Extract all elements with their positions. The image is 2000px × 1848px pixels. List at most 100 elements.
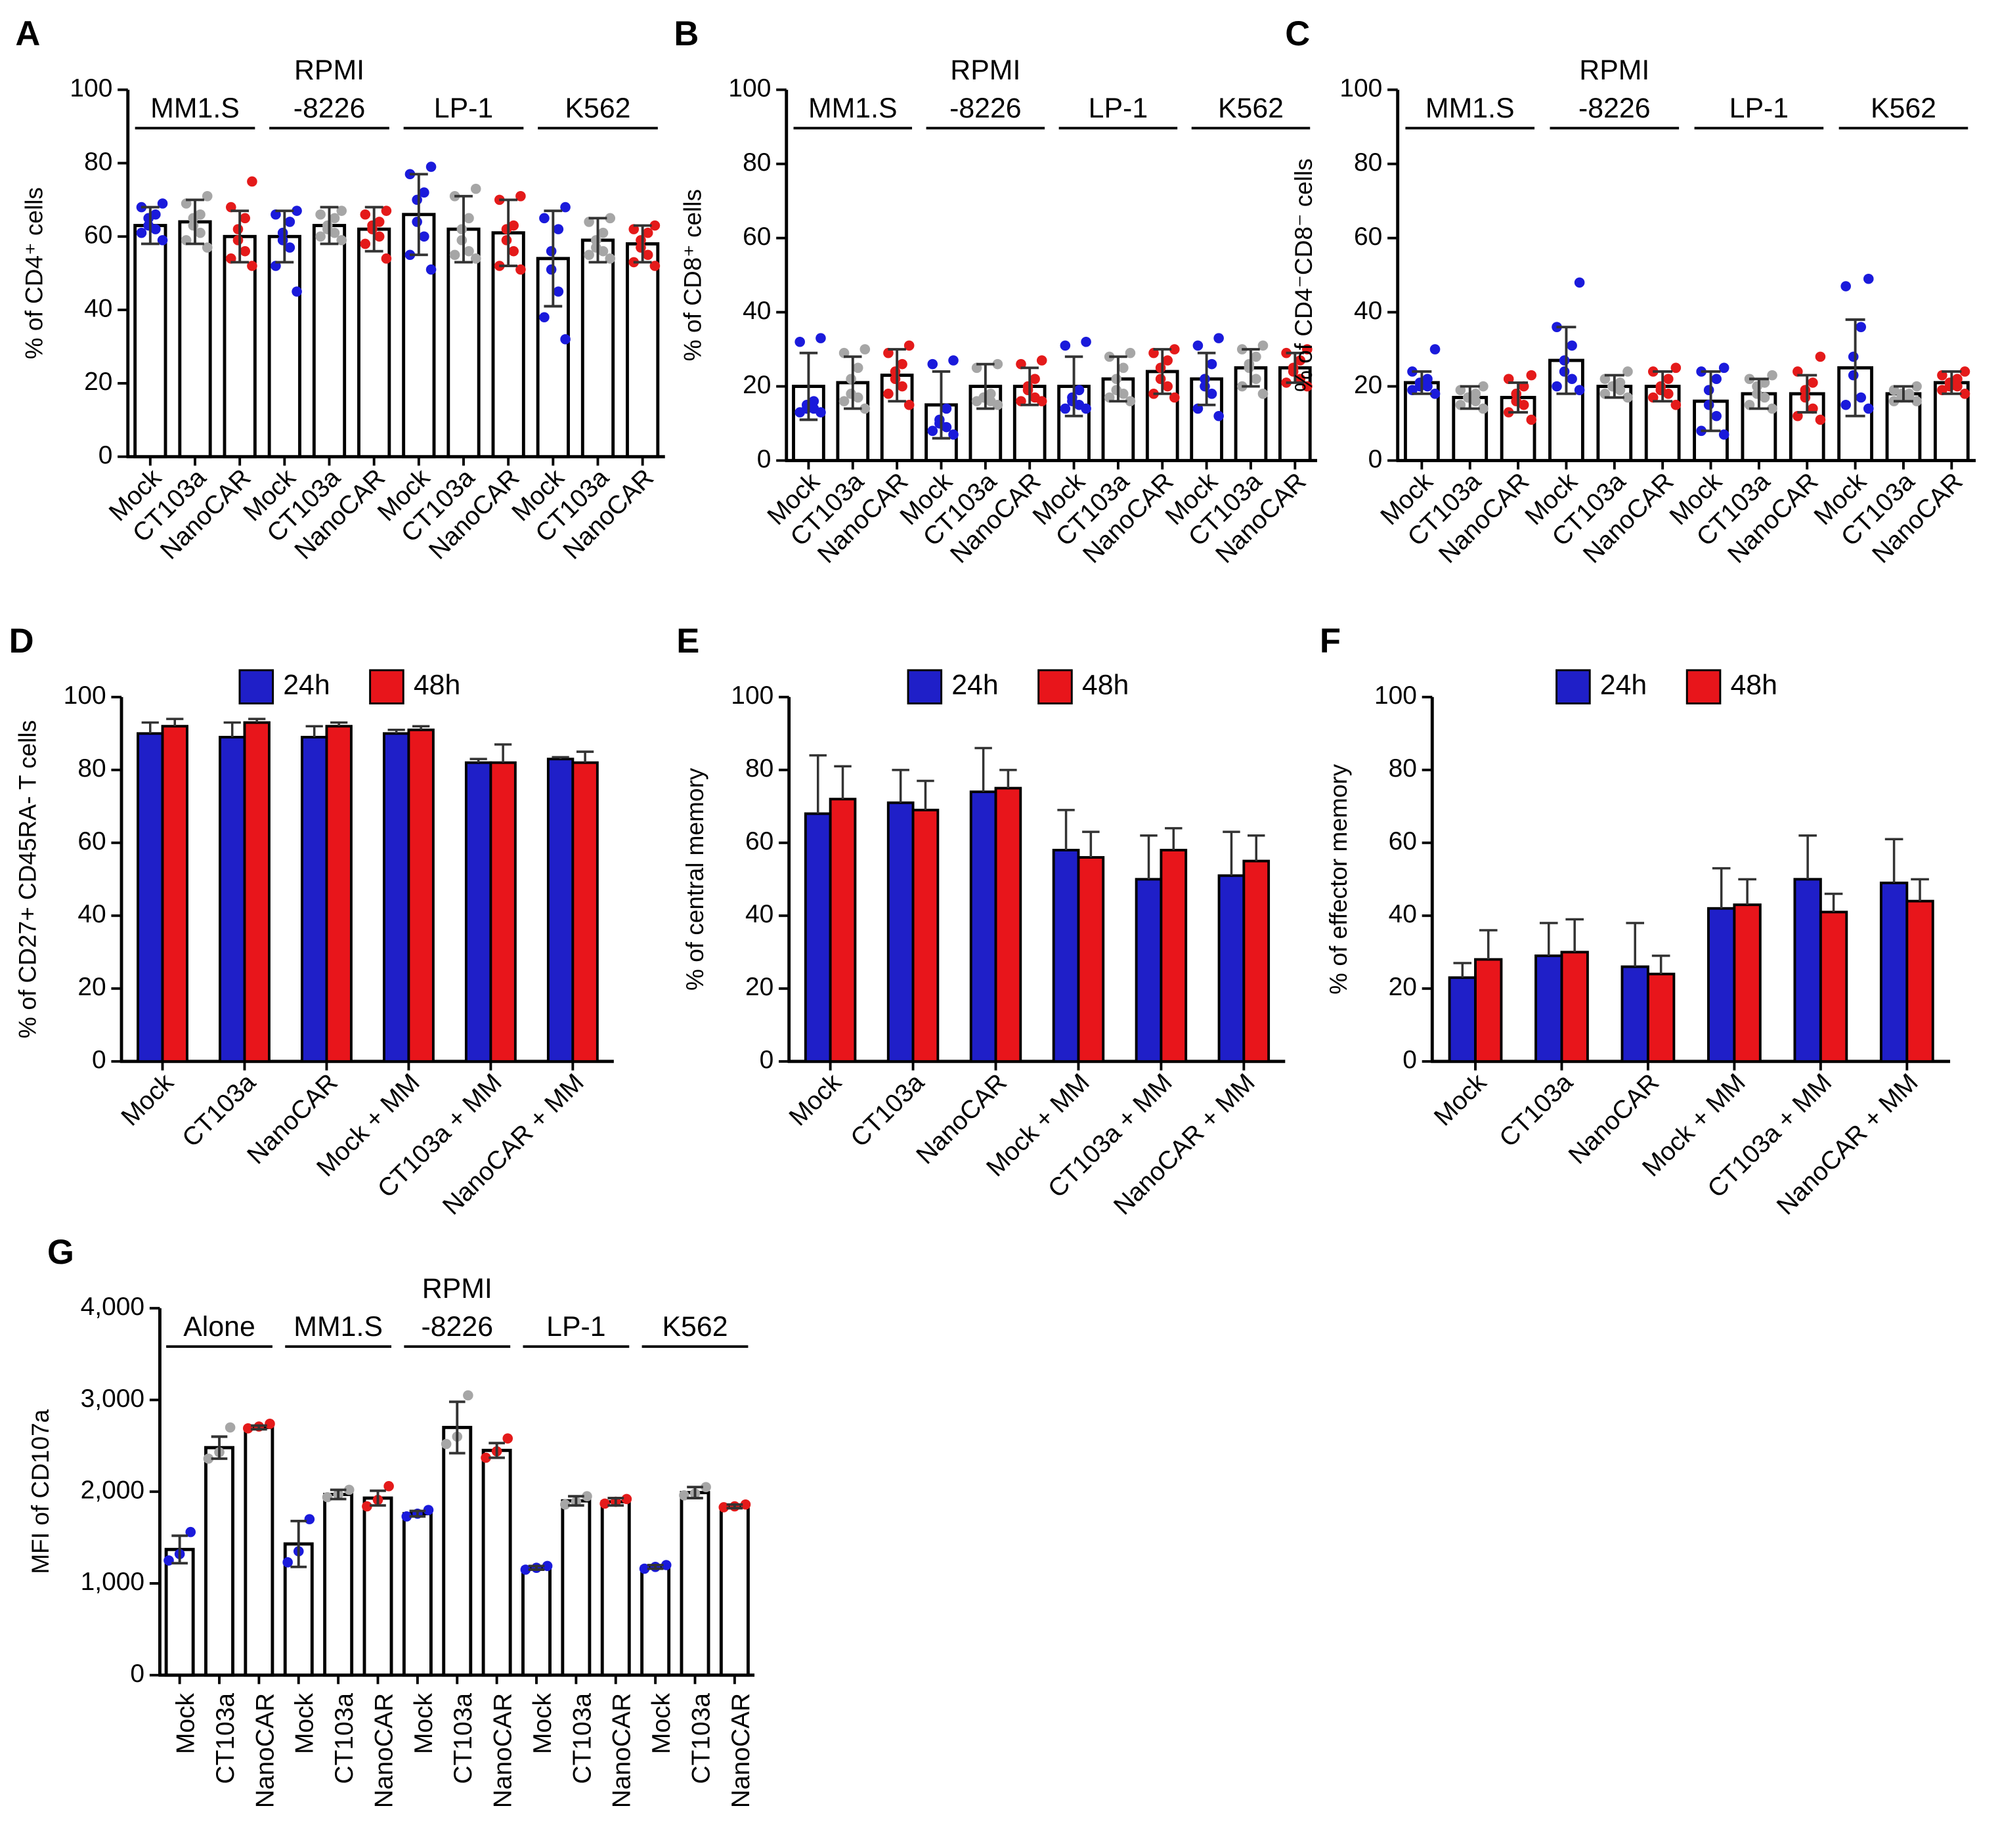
legend-swatch	[1555, 669, 1591, 705]
y-tick-label: 80	[1389, 754, 1417, 783]
y-tick-label: 20	[77, 973, 106, 1001]
data-point	[948, 429, 959, 440]
data-point	[599, 1498, 610, 1509]
group-label: LP-1	[434, 93, 493, 124]
bar	[382, 732, 410, 1063]
data-point	[859, 403, 871, 414]
data-point	[1718, 429, 1729, 440]
data-point	[185, 1526, 196, 1537]
bar	[1403, 381, 1440, 462]
data-point	[1767, 403, 1777, 414]
data-point	[1840, 281, 1851, 291]
data-point	[1470, 389, 1481, 399]
data-point	[992, 358, 1003, 370]
bar	[1534, 954, 1563, 1063]
data-point	[412, 194, 422, 205]
y-tick-label: 100	[1339, 74, 1382, 102]
data-point	[501, 224, 512, 234]
data-point	[649, 220, 661, 231]
data-point	[202, 242, 213, 253]
data-point	[1574, 277, 1585, 288]
bar	[626, 242, 660, 459]
data-point	[202, 191, 213, 202]
data-point	[1622, 392, 1633, 403]
data-point	[1478, 381, 1489, 392]
data-point	[1192, 340, 1204, 351]
data-point	[1952, 374, 1963, 385]
data-point	[582, 1491, 592, 1501]
y-tick-label: 60	[1354, 223, 1382, 251]
data-point	[1206, 389, 1217, 399]
panel-letter: D	[9, 622, 34, 660]
group-label: -8226	[293, 93, 366, 124]
bar	[489, 761, 517, 1063]
data-point	[464, 246, 474, 257]
data-point	[374, 231, 385, 242]
y-tick-label: 100	[731, 681, 773, 710]
data-point	[539, 213, 550, 224]
data-point	[419, 187, 429, 198]
data-point	[463, 1390, 473, 1401]
data-point	[1663, 374, 1674, 385]
group-label: K562	[1871, 93, 1936, 124]
group-label: K562	[565, 93, 630, 124]
data-point	[1030, 374, 1040, 385]
data-point	[992, 399, 1003, 410]
data-point	[1169, 392, 1180, 403]
y-tick-label: 0	[760, 1046, 774, 1074]
bar	[1707, 907, 1736, 1063]
data-point	[1169, 344, 1180, 355]
data-point	[1670, 399, 1682, 410]
data-point	[136, 227, 147, 238]
data-point	[621, 1493, 632, 1505]
legend-swatch	[369, 669, 404, 705]
data-point	[1718, 362, 1729, 374]
data-point	[1251, 374, 1261, 385]
data-point	[225, 1422, 236, 1433]
data-point	[502, 1433, 513, 1444]
data-point	[329, 213, 340, 224]
y-tick-label: 60	[745, 827, 773, 855]
data-point	[425, 264, 437, 275]
bar	[561, 1499, 592, 1677]
group-label: LP-1	[1089, 93, 1148, 124]
legend-swatch	[907, 669, 943, 705]
data-point	[927, 358, 938, 370]
y-tick-label: 60	[743, 223, 771, 251]
y-tick-label: 100	[64, 681, 106, 710]
data-point	[232, 235, 244, 246]
bar	[994, 786, 1022, 1063]
x-tick-label: NanoCAR + MM	[437, 1068, 590, 1220]
legend-swatch	[1685, 669, 1722, 705]
data-point	[1815, 351, 1826, 362]
data-point	[1911, 396, 1922, 406]
data-point	[553, 286, 564, 297]
data-point	[794, 407, 805, 418]
bar	[137, 732, 164, 1063]
data-point	[1703, 399, 1714, 410]
data-point	[456, 224, 467, 234]
bar	[1448, 976, 1477, 1063]
data-point	[1574, 385, 1585, 395]
legend-label: 48h	[1730, 670, 1777, 701]
data-point	[515, 191, 526, 202]
y-tick-label: 80	[745, 754, 773, 783]
data-point	[1081, 336, 1091, 347]
bar	[1819, 911, 1848, 1063]
data-point	[232, 224, 244, 234]
data-point	[1911, 381, 1922, 392]
y-tick-label: 20	[1354, 371, 1382, 399]
data-point	[605, 253, 616, 264]
bar	[312, 224, 347, 459]
data-point	[740, 1499, 751, 1510]
data-point	[642, 227, 653, 238]
y-tick-label: 40	[745, 900, 773, 928]
data-point	[927, 425, 938, 437]
y-tick-label: 80	[84, 148, 112, 176]
data-point	[470, 183, 481, 194]
data-point	[883, 389, 894, 399]
data-point	[971, 396, 982, 406]
x-tick-label: CT103a	[846, 1068, 930, 1153]
